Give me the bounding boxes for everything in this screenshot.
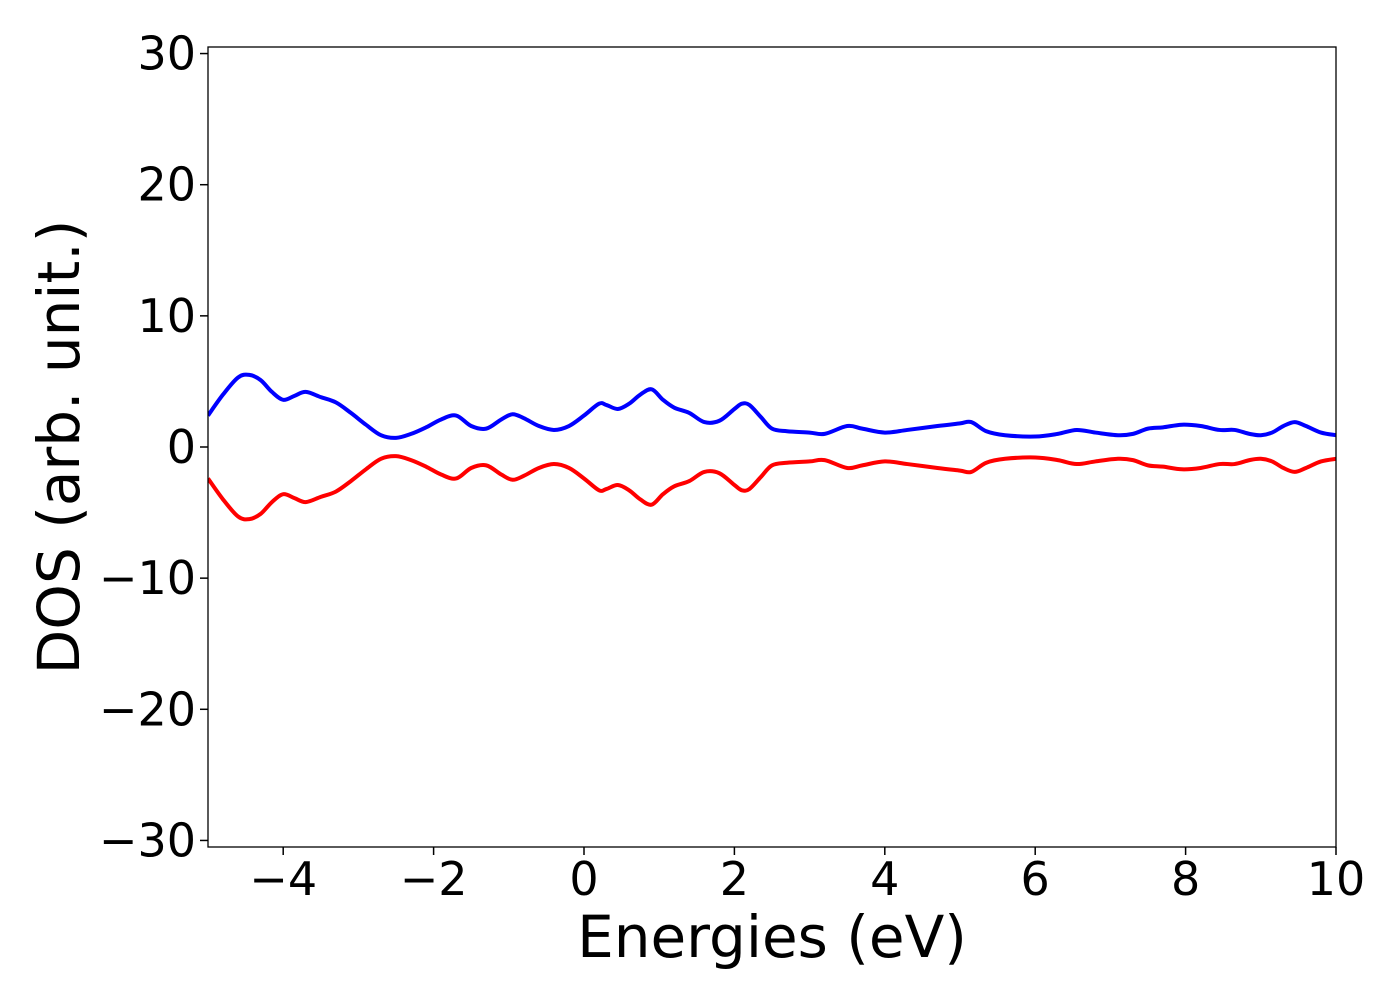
x-tick-label: 4 [870,852,899,906]
series-layer [208,372,1336,522]
y-tick-label: 30 [137,27,196,81]
y-axis-ticks: −30 −20 −10 0 10 20 30 [99,27,208,867]
x-tick-label: 10 [1307,852,1366,906]
x-axis-ticks: −4 −2 0 2 4 6 8 10 [249,847,1365,906]
y-axis-title: DOS (arb. unit.) [25,220,93,675]
y-tick-label: −30 [99,813,196,867]
series-line-spin-up [208,372,1336,440]
x-tick-label: 8 [1171,852,1200,906]
x-tick-label: 2 [720,852,749,906]
x-axis-title: Energies (eV) [577,903,967,971]
series-line-spin-down [208,454,1336,522]
x-tick-label: −2 [400,852,468,906]
x-tick-label: −4 [249,852,317,906]
x-tick-label: 6 [1021,852,1050,906]
x-tick-label: 0 [569,852,598,906]
y-tick-label: −20 [99,682,196,736]
y-tick-label: 20 [137,158,196,212]
y-tick-label: 10 [137,289,196,343]
y-tick-label: 0 [167,420,196,474]
y-tick-label: −10 [99,551,196,605]
